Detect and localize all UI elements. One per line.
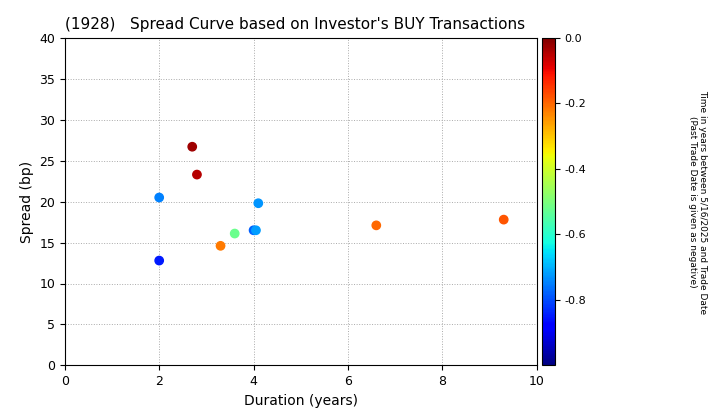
Point xyxy=(153,257,165,264)
X-axis label: Duration (years): Duration (years) xyxy=(244,394,358,408)
Point xyxy=(371,222,382,229)
Point xyxy=(498,216,510,223)
Point xyxy=(248,227,259,234)
Point xyxy=(253,200,264,207)
Point xyxy=(229,230,240,237)
Text: (1928)   Spread Curve based on Investor's BUY Transactions: (1928) Spread Curve based on Investor's … xyxy=(65,18,525,32)
Point xyxy=(186,143,198,150)
Y-axis label: Spread (bp): Spread (bp) xyxy=(19,160,34,243)
Point xyxy=(192,171,203,178)
Point xyxy=(250,227,261,234)
Point xyxy=(153,194,165,201)
Y-axis label: Time in years between 5/16/2025 and Trade Date
(Past Trade Date is given as nega: Time in years between 5/16/2025 and Trad… xyxy=(688,89,707,314)
Point xyxy=(215,242,226,249)
